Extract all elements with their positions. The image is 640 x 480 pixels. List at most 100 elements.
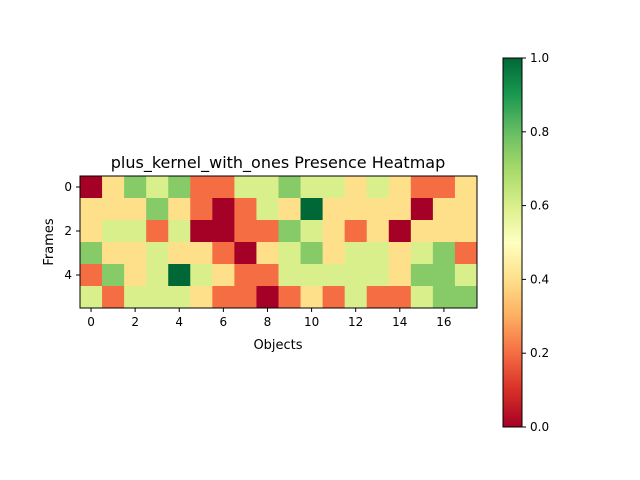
y-axis-ticks: 0 2 4 (64, 180, 80, 282)
x-tick-label: 14 (392, 315, 407, 329)
heatmap-cell (124, 176, 147, 199)
heatmap-cell (190, 264, 213, 287)
heatmap-cell (168, 242, 191, 265)
heatmap-cell (388, 242, 412, 265)
heatmap-cell (278, 198, 301, 221)
heatmap-cell (102, 286, 125, 309)
heatmap-cell (278, 176, 301, 199)
heatmap-cell (454, 198, 478, 221)
heatmap-frame (79, 175, 478, 309)
heatmap-cell (168, 176, 191, 199)
heatmap-cell (124, 220, 147, 243)
heatmap-cell (322, 242, 346, 265)
heatmap-cell (146, 242, 169, 265)
heatmap-cell (322, 286, 346, 309)
heatmap-cell (212, 286, 235, 309)
heatmap-cell (256, 198, 279, 221)
heatmap-cell (344, 198, 368, 221)
heatmap-cell (256, 220, 279, 243)
heatmap-cell (432, 176, 456, 199)
heatmap-cell (80, 176, 103, 199)
heatmap-cell (388, 198, 412, 221)
heatmap-cell (212, 264, 235, 287)
heatmap-cell (80, 198, 103, 221)
heatmap-cell (344, 286, 368, 309)
heatmap-cell (454, 264, 478, 287)
heatmap-cell (146, 264, 169, 287)
heatmap-cell (322, 220, 346, 243)
heatmap-cell (278, 286, 301, 309)
heatmap-cell (124, 242, 147, 265)
heatmap-cell (256, 286, 279, 309)
colorbar (502, 57, 523, 428)
heatmap-cell (234, 220, 257, 243)
heatmap-cell (168, 220, 191, 243)
colorbar-tick-label: 0.2 (530, 346, 549, 360)
heatmap-cell (388, 176, 412, 199)
colorbar-tick-label: 0.0 (530, 420, 549, 434)
heatmap-cell (432, 220, 456, 243)
heatmap-cell (80, 220, 103, 243)
heatmap-cell (190, 242, 213, 265)
heatmap-cell (454, 176, 478, 199)
heatmap-cell (80, 286, 103, 309)
heatmap-cell (366, 242, 390, 265)
heatmap-cell (168, 264, 191, 287)
x-tick-label: 4 (175, 315, 183, 329)
heatmap-cell (388, 286, 412, 309)
colorbar-tick-label: 0.8 (530, 125, 549, 139)
heatmap-cell (212, 220, 235, 243)
x-tick-label: 0 (87, 315, 95, 329)
heatmap-cell (366, 264, 390, 287)
heatmap-cell (410, 176, 434, 199)
heatmap-cell (410, 286, 434, 309)
colorbar-tick-label: 0.6 (530, 199, 549, 213)
heatmap-cell (234, 198, 257, 221)
heatmap-cell (256, 242, 279, 265)
heatmap-cell (102, 198, 125, 221)
y-tick-label: 2 (64, 224, 72, 238)
heatmap-cell (124, 198, 147, 221)
heatmap-cell (146, 286, 169, 309)
heatmap-cell (432, 242, 456, 265)
heatmap-cell (146, 198, 169, 221)
heatmap-cell (278, 242, 301, 265)
chart-title: plus_kernel_with_ones Presence Heatmap (111, 153, 445, 173)
heatmap-cell (278, 264, 301, 287)
heatmap-cell (300, 286, 324, 309)
heatmap-cell (212, 242, 235, 265)
x-tick-label: 12 (348, 315, 363, 329)
heatmap-cell (190, 220, 213, 243)
heatmap-cells (80, 176, 478, 309)
heatmap-cell (322, 198, 346, 221)
heatmap-cell (234, 264, 257, 287)
heatmap-cell (80, 242, 103, 265)
heatmap-cell (256, 176, 279, 199)
x-tick-label: 6 (220, 315, 228, 329)
heatmap-cell (102, 220, 125, 243)
heatmap-cell (234, 286, 257, 309)
heatmap-cell (102, 242, 125, 265)
heatmap-cell (388, 220, 412, 243)
y-axis-label: Frames (42, 218, 57, 266)
heatmap-cell (146, 176, 169, 199)
heatmap-cell (366, 176, 390, 199)
heatmap-cell (410, 242, 434, 265)
colorbar-ticks: 0.0 0.2 0.4 0.6 0.8 1.0 (522, 51, 549, 434)
heatmap-cell (366, 198, 390, 221)
x-axis-label: Objects (253, 338, 302, 353)
heatmap-cell (190, 286, 213, 309)
heatmap-cell (102, 176, 125, 199)
heatmap-cell (454, 220, 478, 243)
y-tick-label: 0 (64, 180, 72, 194)
heatmap-cell (300, 242, 324, 265)
heatmap-cell (168, 286, 191, 309)
x-axis-ticks: 0 2 4 6 8 10 12 14 16 (87, 308, 452, 329)
heatmap-cell (454, 286, 478, 309)
heatmap-cell (146, 220, 169, 243)
x-tick-label: 16 (436, 315, 451, 329)
heatmap-cell (454, 242, 478, 265)
heatmap-cell (300, 264, 324, 287)
heatmap-cell (344, 242, 368, 265)
